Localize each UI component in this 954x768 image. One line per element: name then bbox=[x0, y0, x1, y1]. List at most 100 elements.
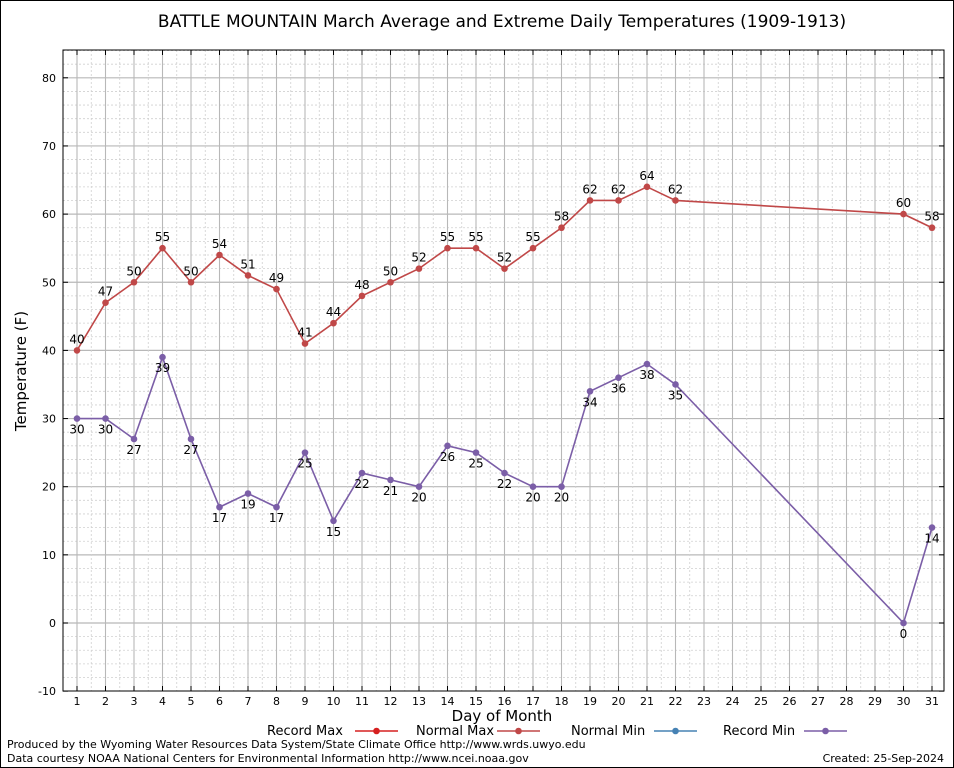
data-label: 30 bbox=[98, 423, 113, 437]
data-point bbox=[187, 435, 195, 443]
data-label: 19 bbox=[240, 498, 255, 512]
data-point bbox=[928, 524, 936, 531]
data-point bbox=[387, 278, 394, 286]
data-label: 21 bbox=[383, 484, 398, 498]
data-point bbox=[529, 483, 537, 491]
legend-item: Record Max bbox=[267, 724, 398, 739]
legend-label: Normal Min bbox=[571, 724, 645, 739]
series-normal-max: 40 47 50 55 50 54 51 49 41 44 48 50 52 55 55 52 55 58 62 62… bbox=[69, 169, 940, 354]
data-label: 58 bbox=[924, 210, 939, 224]
x-tick-label: 9 bbox=[302, 695, 309, 708]
data-label: 39 bbox=[155, 361, 170, 375]
data-label: 35 bbox=[668, 388, 683, 402]
series-line bbox=[77, 354, 933, 625]
data-label: 50 bbox=[383, 264, 398, 278]
footer-data-courtesy: Data courtesy NOAA National Centers for … bbox=[7, 752, 529, 765]
x-tick-label: 8 bbox=[273, 695, 280, 708]
data-point bbox=[102, 299, 109, 306]
data-point bbox=[558, 224, 565, 232]
legend-label: Record Min bbox=[723, 724, 795, 739]
data-label: 48 bbox=[354, 278, 369, 292]
data-label: 0 bbox=[900, 627, 908, 641]
data-point bbox=[586, 197, 594, 204]
data-label: 55 bbox=[440, 230, 455, 244]
legend-item: Record Min bbox=[723, 724, 847, 739]
data-label: 14 bbox=[924, 532, 939, 546]
x-tick-label: 13 bbox=[412, 695, 426, 708]
x-tick-label: 31 bbox=[925, 695, 939, 708]
x-tick-label: 22 bbox=[669, 695, 683, 708]
data-label: 34 bbox=[582, 395, 597, 409]
data-label: 25 bbox=[468, 457, 483, 471]
legend-swatch-marker bbox=[672, 727, 679, 735]
y-tick-label: 70 bbox=[42, 140, 56, 153]
data-label: 64 bbox=[639, 169, 654, 183]
data-point bbox=[928, 224, 936, 232]
data-label: 27 bbox=[183, 443, 198, 457]
data-label: 20 bbox=[525, 491, 540, 505]
data-label: 41 bbox=[297, 326, 312, 340]
x-tick-label: 25 bbox=[754, 695, 768, 708]
series-line bbox=[76, 185, 933, 351]
data-label: 55 bbox=[155, 230, 170, 244]
y-tick-label: 10 bbox=[42, 549, 56, 562]
data-label: 54 bbox=[212, 237, 227, 251]
data-point bbox=[643, 183, 651, 191]
x-tick-label: 20 bbox=[612, 695, 626, 708]
data-label: 25 bbox=[297, 457, 312, 471]
footer-produced-by: Produced by the Wyoming Water Resources … bbox=[7, 738, 586, 751]
data-point bbox=[130, 278, 138, 286]
data-point bbox=[159, 244, 166, 252]
data-point bbox=[444, 442, 451, 450]
data-point bbox=[415, 483, 423, 491]
data-point bbox=[159, 353, 166, 361]
data-point bbox=[501, 469, 508, 477]
y-tick-label: 0 bbox=[49, 617, 56, 630]
y-tick-label: -10 bbox=[38, 685, 56, 698]
data-label: 47 bbox=[98, 285, 113, 299]
x-tick-label: 2 bbox=[102, 695, 109, 708]
data-point bbox=[387, 476, 394, 484]
data-label: 50 bbox=[183, 264, 198, 278]
data-label: 20 bbox=[411, 491, 426, 505]
x-tick-label: 7 bbox=[245, 695, 252, 708]
legend-item: Normal Min bbox=[571, 724, 697, 739]
data-point bbox=[273, 285, 280, 293]
grid bbox=[63, 50, 944, 691]
x-tick-label: 12 bbox=[384, 695, 398, 708]
x-tick-label: 30 bbox=[897, 695, 911, 708]
data-point bbox=[73, 347, 81, 354]
data-point bbox=[102, 415, 109, 422]
x-tick-label: 5 bbox=[188, 695, 195, 708]
data-point bbox=[615, 197, 622, 204]
y-tick-label: 50 bbox=[42, 276, 56, 289]
data-label: 55 bbox=[525, 230, 540, 244]
x-tick-label: 24 bbox=[726, 695, 740, 708]
data-point bbox=[472, 449, 480, 456]
data-label: 52 bbox=[411, 251, 426, 265]
legend-label: Normal Max bbox=[416, 724, 494, 739]
x-tick-label: 18 bbox=[555, 695, 569, 708]
data-point bbox=[900, 619, 907, 627]
y-tick-label: 30 bbox=[42, 413, 56, 426]
data-label: 38 bbox=[639, 368, 654, 382]
data-point bbox=[558, 483, 565, 491]
x-tick-label: 15 bbox=[469, 695, 483, 708]
data-point bbox=[301, 449, 309, 456]
data-point bbox=[586, 387, 594, 395]
x-tick-label: 4 bbox=[159, 695, 166, 708]
data-point bbox=[672, 197, 679, 204]
x-tick-label: 19 bbox=[583, 695, 597, 708]
y-axis-title: Temperature (F) bbox=[12, 311, 30, 432]
data-point bbox=[672, 381, 679, 388]
x-tick-label: 29 bbox=[868, 695, 882, 708]
legend-swatch-marker bbox=[515, 727, 522, 735]
y-tick-label: 80 bbox=[42, 72, 56, 85]
series-layer: 40 47 50 55 50 54 51 49 41 44 48 50 52 55 55 52 55 58 62 62… bbox=[69, 169, 939, 641]
x-tick-label: 27 bbox=[811, 695, 825, 708]
data-point bbox=[501, 265, 508, 272]
y-tick-label: 20 bbox=[42, 481, 56, 494]
data-label: 40 bbox=[69, 332, 84, 346]
